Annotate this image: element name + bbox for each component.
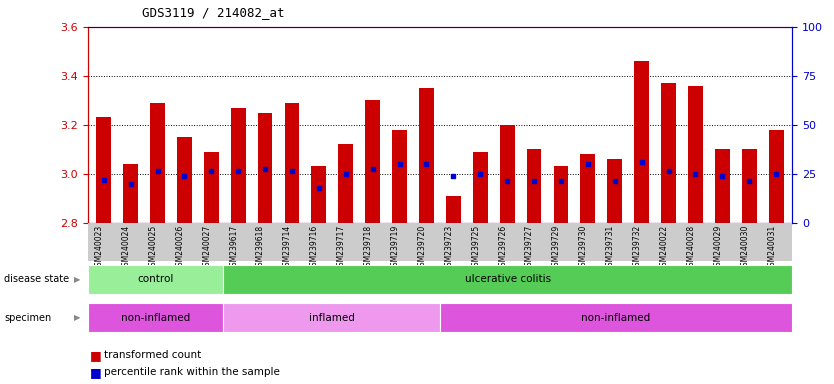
Bar (203, 152, 219, 223)
Text: GSM240025: GSM240025 (148, 225, 158, 271)
Bar (231, 108, 245, 223)
Text: GSM239730: GSM239730 (579, 225, 588, 271)
Bar (177, 137, 192, 223)
Text: GSM240027: GSM240027 (203, 225, 211, 271)
Text: specimen: specimen (4, 313, 52, 323)
Text: ▶: ▶ (74, 275, 81, 284)
Bar (527, 149, 541, 223)
Text: ■: ■ (90, 366, 102, 379)
Text: GSM239726: GSM239726 (498, 225, 507, 271)
Text: GSM239720: GSM239720 (418, 225, 426, 271)
Bar (635, 61, 649, 223)
Text: GSM239718: GSM239718 (364, 225, 373, 271)
Bar (284, 103, 299, 223)
Text: GSM239732: GSM239732 (633, 225, 641, 271)
Bar (224, 303, 440, 332)
Text: GSM240026: GSM240026 (175, 225, 184, 271)
Bar (96, 118, 111, 223)
Text: non-inflamed: non-inflamed (581, 313, 651, 323)
Bar (392, 130, 407, 223)
Text: GSM239719: GSM239719 (390, 225, 399, 271)
Text: GSM240029: GSM240029 (713, 225, 722, 271)
Bar (88, 265, 224, 294)
Text: GSM239717: GSM239717 (337, 225, 346, 271)
Text: GSM240030: GSM240030 (741, 225, 749, 271)
Bar (607, 159, 622, 223)
Bar (473, 152, 488, 223)
Bar (420, 88, 434, 223)
Text: GSM239617: GSM239617 (229, 225, 239, 271)
Text: control: control (137, 274, 173, 285)
Bar (554, 166, 569, 223)
Bar (258, 113, 273, 223)
Text: GSM240022: GSM240022 (660, 225, 669, 271)
Text: percentile rank within the sample: percentile rank within the sample (104, 367, 280, 377)
Text: GSM239727: GSM239727 (525, 225, 534, 271)
Bar (150, 103, 165, 223)
Text: disease state: disease state (4, 274, 69, 285)
Bar (311, 166, 326, 223)
Bar (365, 100, 380, 223)
Text: ▶: ▶ (74, 313, 81, 322)
Text: GSM239725: GSM239725 (471, 225, 480, 271)
Bar (500, 125, 515, 223)
Bar (123, 164, 138, 223)
Text: GSM240031: GSM240031 (767, 225, 776, 271)
Text: GSM239714: GSM239714 (283, 225, 292, 271)
Bar (769, 130, 784, 223)
Bar (224, 265, 792, 294)
Text: GSM239618: GSM239618 (256, 225, 265, 271)
Bar (742, 149, 756, 223)
Text: GSM239731: GSM239731 (605, 225, 615, 271)
Text: ulcerative colitis: ulcerative colitis (465, 274, 550, 285)
Bar (661, 83, 676, 223)
Text: GDS3119 / 214082_at: GDS3119 / 214082_at (142, 6, 284, 19)
Text: GSM240023: GSM240023 (95, 225, 103, 271)
Text: GSM239729: GSM239729 (552, 225, 561, 271)
Bar (339, 144, 353, 223)
Bar (688, 86, 703, 223)
Text: GSM239723: GSM239723 (445, 225, 454, 271)
Bar (715, 149, 730, 223)
Text: transformed count: transformed count (104, 350, 202, 360)
Text: non-inflamed: non-inflamed (121, 313, 190, 323)
Bar (88, 303, 224, 332)
Text: ■: ■ (90, 349, 102, 362)
Text: GSM240028: GSM240028 (686, 225, 696, 271)
Bar (440, 303, 792, 332)
Text: GSM239716: GSM239716 (310, 225, 319, 271)
Bar (446, 196, 460, 223)
Bar (580, 154, 595, 223)
Text: GSM240024: GSM240024 (122, 225, 131, 271)
Text: inflamed: inflamed (309, 313, 354, 323)
